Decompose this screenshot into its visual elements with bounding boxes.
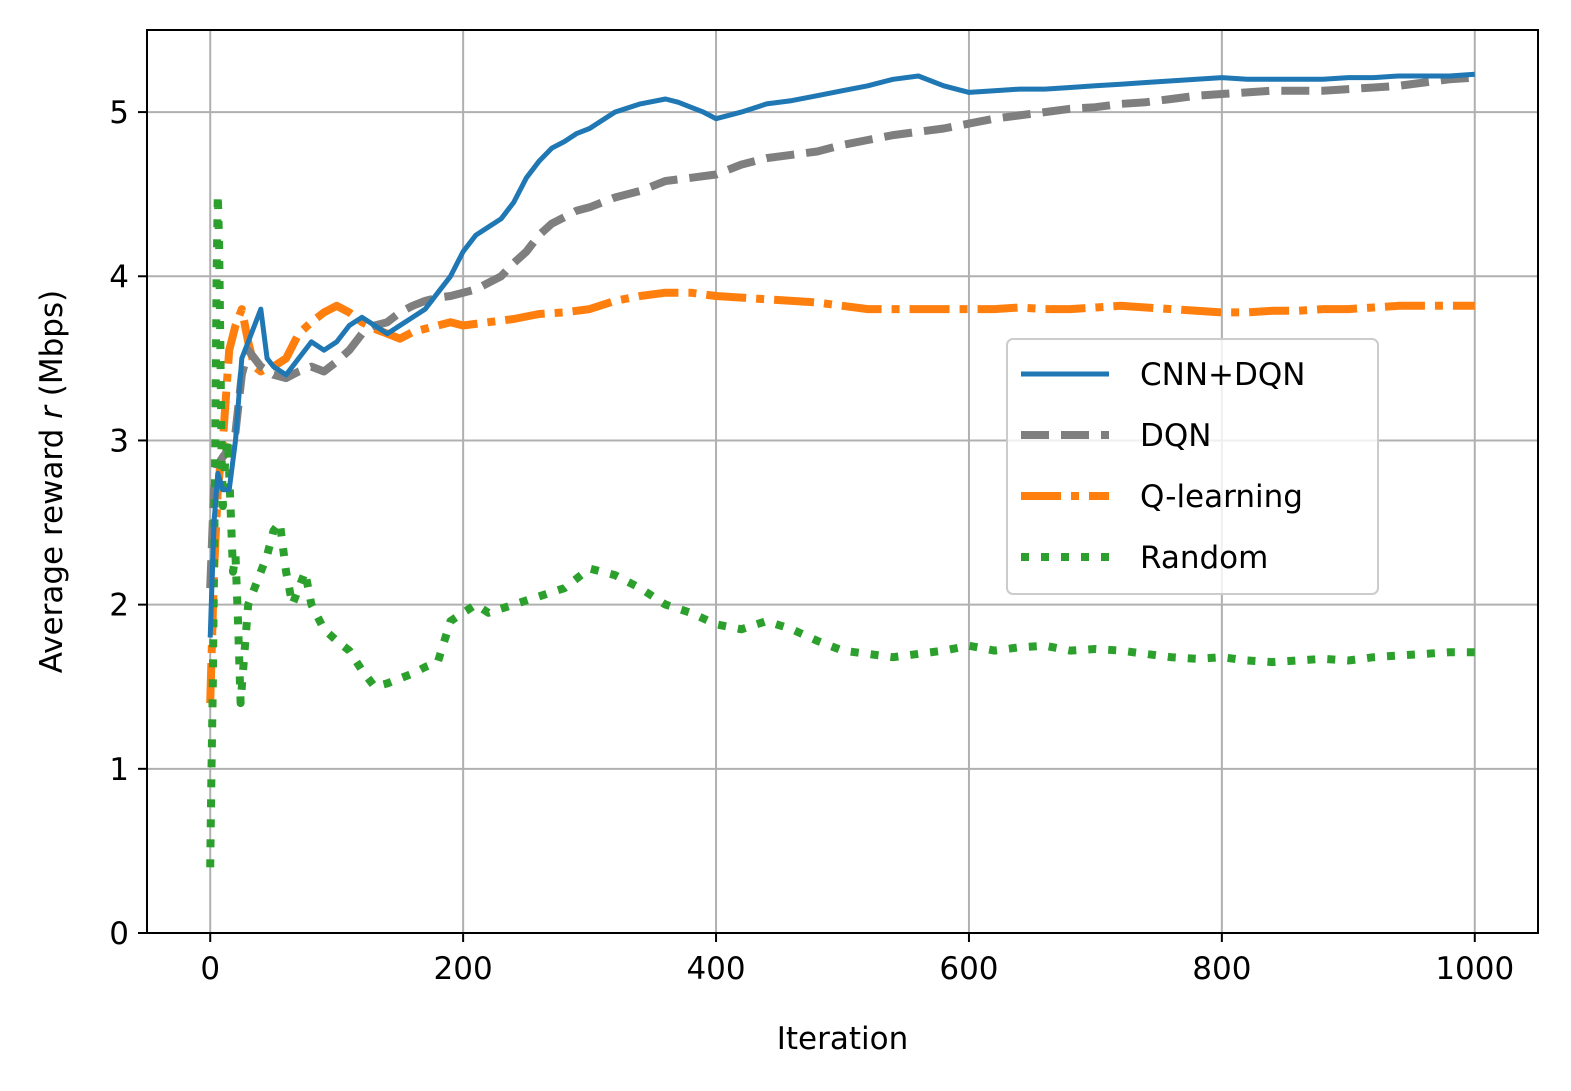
legend-label: CNN+DQN — [1140, 357, 1305, 393]
legend-label: Q-learning — [1140, 479, 1303, 515]
series-line-random — [206, 190, 1475, 868]
y-tick-label: 0 — [109, 916, 129, 952]
series-layer — [206, 71, 1476, 868]
x-tick-label: 600 — [939, 951, 998, 987]
x-tick-label: 800 — [1192, 951, 1251, 987]
y-tick-label: 1 — [109, 752, 129, 788]
x-tick-label: 400 — [686, 951, 745, 987]
axis-ticks: 0 200 400 600 800 1000 0 1 2 3 4 5 — [109, 95, 1514, 987]
x-tick-label: 1000 — [1435, 951, 1514, 987]
y-tick-label: 4 — [109, 259, 129, 295]
x-axis-title: Iteration — [777, 1021, 909, 1057]
legend: CNN+DQN DQN Q-learning Random — [1006, 338, 1379, 595]
legend-label: DQN — [1140, 418, 1211, 454]
axes-frame — [146, 29, 1539, 934]
y-tick-label: 5 — [109, 95, 129, 131]
y-tick-label: 3 — [109, 423, 129, 459]
x-tick-label: 200 — [434, 951, 493, 987]
legend-box — [1006, 338, 1379, 595]
y-axis-title: Average reward r (Mbps) — [34, 290, 70, 673]
series-line-cnn-dqn — [207, 71, 1475, 638]
y-axis-title-variable: r — [34, 404, 70, 419]
y-axis-title-suffix: (Mbps) — [34, 290, 70, 406]
y-tick-label: 2 — [109, 588, 129, 624]
legend-label: Random — [1140, 540, 1268, 576]
series-line-dqn — [206, 73, 1476, 589]
x-tick-label: 0 — [200, 951, 220, 987]
y-axis-title-prefix: Average reward — [34, 419, 70, 673]
